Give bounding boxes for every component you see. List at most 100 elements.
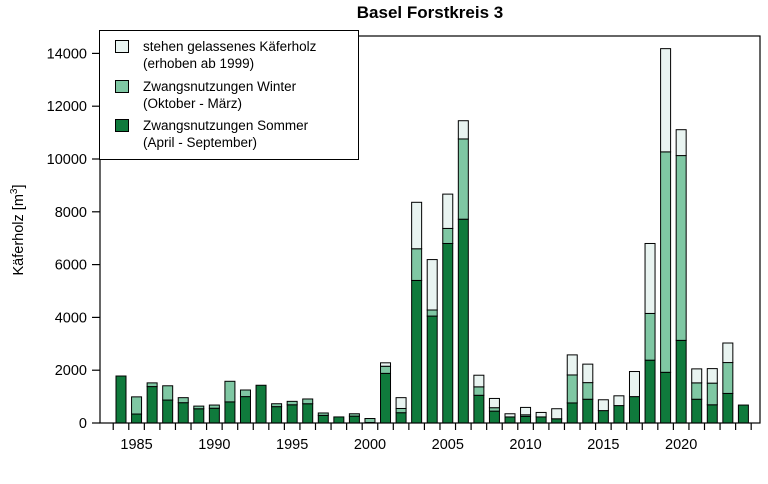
bar-segment-2021 (691, 398, 703, 424)
bar-segment-2017 (628, 371, 640, 398)
bar-segment-1997 (317, 414, 329, 424)
bar-segment-1997 (317, 412, 329, 416)
legend: stehen gelassenes Käferholz (erhoben ab … (99, 30, 359, 160)
y-tick-label: 10000 (47, 152, 87, 168)
bar-segment-2004 (426, 309, 438, 317)
bar-segment-2018 (644, 359, 656, 424)
bar-segment-2009 (504, 416, 516, 424)
bar-segment-2017 (628, 396, 640, 424)
bar-segment-2022 (706, 368, 718, 384)
bar-segment-2013 (566, 402, 578, 424)
y-axis-label: Käferholz [m3] (9, 184, 27, 276)
bar-segment-1998 (333, 416, 345, 424)
bar-segment-2011 (535, 416, 547, 424)
bar-segment-2012 (551, 418, 563, 424)
bar-segment-1986 (146, 382, 158, 388)
legend-label-summer: Zwangsnutzungen Sommer (April - Septembe… (143, 118, 309, 151)
bar-segment-2014 (582, 382, 594, 400)
bar-segment-1996 (302, 398, 314, 405)
bar-segment-2006 (457, 120, 469, 140)
legend-entry-standing: stehen gelassenes Käferholz (erhoben ab … (115, 38, 358, 73)
bar-segment-2016 (613, 395, 625, 407)
chart-title: Basel Forstkreis 3 (356, 3, 504, 22)
bar-segment-2019 (660, 371, 672, 424)
bar-segment-1991 (224, 401, 236, 424)
bar-segment-2012 (551, 408, 563, 420)
bar-segment-1995 (286, 400, 298, 406)
bar-segment-2003 (411, 279, 423, 424)
bar-segment-2014 (582, 363, 594, 384)
bar-segment-1988 (177, 402, 189, 424)
bar-segment-2005 (442, 227, 454, 244)
bar-segment-2009 (504, 413, 516, 418)
bar-segment-2015 (597, 410, 609, 424)
bar-segment-2015 (597, 399, 609, 412)
legend-swatch-summer-icon (115, 119, 129, 133)
y-tick-label: 8000 (55, 205, 87, 221)
bar-segment-2007 (473, 374, 485, 388)
bar-segment-2020 (675, 339, 687, 424)
bar-segment-2008 (488, 397, 500, 409)
bar-segment-2021 (691, 368, 703, 384)
bar-segment-1989 (193, 405, 205, 410)
bar-segment-2022 (706, 404, 718, 424)
bar-segment-2000 (364, 418, 376, 423)
bar-segment-2007 (473, 386, 485, 396)
bar-segment-2001 (380, 365, 392, 374)
bar-segment-2022 (706, 382, 718, 406)
y-tick-label: 14000 (47, 46, 87, 62)
x-tick-label: 2020 (665, 437, 697, 453)
legend-swatch-standing-icon (115, 40, 129, 53)
bar-segment-1996 (302, 403, 314, 424)
bar-segment-1995 (286, 404, 298, 424)
x-tick-label: 2000 (354, 437, 386, 453)
bar-segment-2003 (411, 248, 423, 281)
bar-segment-1992 (239, 389, 251, 398)
bar-segment-2019 (660, 151, 672, 373)
bar-segment-2008 (488, 410, 500, 424)
y-tick-label: 4000 (55, 310, 87, 326)
bar-segment-1994 (271, 403, 283, 408)
bar-segment-1988 (177, 397, 189, 404)
x-tick-label: 2005 (432, 437, 464, 453)
bar-segment-2023 (722, 392, 734, 424)
bar-segment-1987 (162, 385, 174, 401)
bar-segment-2003 (411, 201, 423, 250)
bar-segment-1999 (348, 413, 360, 417)
bar-segment-2006 (457, 218, 469, 424)
bar-segment-2002 (395, 412, 407, 424)
bar-segment-1986 (146, 386, 158, 424)
bar-segment-1985 (131, 413, 143, 424)
bar-segment-2005 (442, 193, 454, 229)
bar-segment-1990 (208, 407, 220, 424)
bar-segment-2002 (395, 397, 407, 409)
y-tick-label: 6000 (55, 258, 87, 274)
bar-segment-2011 (535, 411, 547, 418)
bar-segment-2005 (442, 242, 454, 424)
bar-segment-2014 (582, 398, 594, 424)
bar-segment-2010 (520, 415, 532, 424)
bar-segment-2024 (737, 404, 749, 424)
bar-segment-2020 (675, 155, 687, 341)
bar-segment-2016 (613, 405, 625, 424)
x-tick-label: 2015 (587, 437, 619, 453)
bar-segment-2018 (644, 312, 656, 361)
bar-segment-1990 (208, 404, 220, 409)
legend-entry-winter: Zwangsnutzungen Winter (Oktober - März) (115, 78, 358, 113)
bar-segment-2010 (520, 406, 532, 416)
x-tick-label: 1990 (198, 437, 230, 453)
legend-swatch-winter-icon (115, 79, 129, 93)
bar-segment-1989 (193, 408, 205, 424)
y-tick-label: 2000 (55, 363, 87, 379)
y-tick-label: 0 (79, 416, 87, 432)
bar-segment-2004 (426, 259, 438, 311)
bar-segment-2008 (488, 407, 500, 412)
bar-segment-2006 (457, 138, 469, 220)
bar-segment-1999 (348, 415, 360, 424)
x-tick-label: 1995 (276, 437, 308, 453)
bar-segment-2007 (473, 394, 485, 424)
bar-segment-1984 (115, 375, 127, 424)
x-tick-label: 2010 (509, 437, 541, 453)
